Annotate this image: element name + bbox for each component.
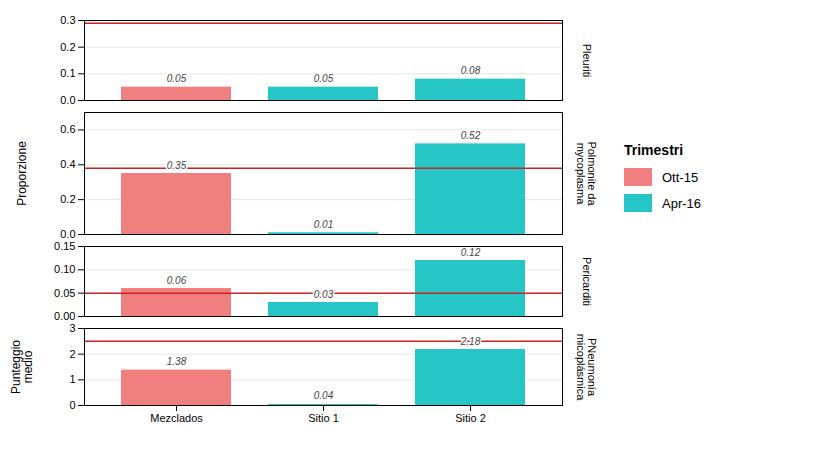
html-text:Ott-15: Ott-15 bbox=[662, 169, 699, 185]
svg-text:Punteggiomedio: Punteggiomedio bbox=[9, 340, 35, 394]
svg-text:0.05: 0.05 bbox=[54, 287, 75, 299]
svg-text:2.18: 2.18 bbox=[460, 336, 481, 347]
svg-text:PNeumoníamicoplásmica: PNeumoníamicoplásmica bbox=[575, 334, 598, 402]
svg-text:0.2: 0.2 bbox=[60, 193, 75, 205]
svg-text:0.35: 0.35 bbox=[167, 160, 187, 171]
svg-text:0: 0 bbox=[69, 399, 75, 411]
svg-text:0.1: 0.1 bbox=[60, 67, 75, 79]
svg-text:2: 2 bbox=[69, 348, 75, 360]
svg-text:0.05: 0.05 bbox=[314, 73, 334, 84]
svg-text:3: 3 bbox=[69, 322, 75, 334]
svg-text:0.12: 0.12 bbox=[461, 247, 481, 258]
svg-text:Pericarditi: Pericarditi bbox=[581, 257, 593, 306]
svg-text:0.6: 0.6 bbox=[60, 123, 75, 135]
svg-text:Pleuriti: Pleuriti bbox=[581, 44, 593, 78]
svg-text:1: 1 bbox=[69, 373, 75, 385]
svg-text:Proporzione: Proporzione bbox=[15, 141, 29, 206]
svg-text:0.3: 0.3 bbox=[60, 14, 75, 26]
svg-text:0.00: 0.00 bbox=[54, 310, 75, 322]
svg-text:0.15: 0.15 bbox=[54, 240, 75, 252]
svg-text:0.0: 0.0 bbox=[60, 228, 75, 240]
html-text:Trimestri: Trimestri bbox=[624, 142, 684, 158]
svg-text:0.05: 0.05 bbox=[167, 73, 187, 84]
svg-text:Sitio 1: Sitio 1 bbox=[308, 412, 339, 424]
svg-text:Mezclados: Mezclados bbox=[150, 412, 203, 424]
svg-text:0.0: 0.0 bbox=[60, 94, 75, 106]
svg-text:0.03: 0.03 bbox=[314, 289, 334, 300]
svg-text:1.38: 1.38 bbox=[167, 356, 187, 367]
html-text:Apr-16: Apr-16 bbox=[662, 195, 701, 211]
svg-text:0.08: 0.08 bbox=[461, 65, 481, 76]
svg-text:0.52: 0.52 bbox=[461, 130, 481, 141]
svg-text:Polmonite damycoplasma: Polmonite damycoplasma bbox=[575, 141, 598, 206]
svg-text:0.10: 0.10 bbox=[54, 263, 75, 275]
svg-text:0.4: 0.4 bbox=[60, 158, 75, 170]
svg-text:Sitio 2: Sitio 2 bbox=[455, 412, 486, 424]
svg-text:0.2: 0.2 bbox=[60, 41, 75, 53]
svg-text:0.06: 0.06 bbox=[167, 275, 187, 286]
svg-text:0.01: 0.01 bbox=[314, 219, 333, 230]
svg-text:0.04: 0.04 bbox=[314, 390, 334, 401]
